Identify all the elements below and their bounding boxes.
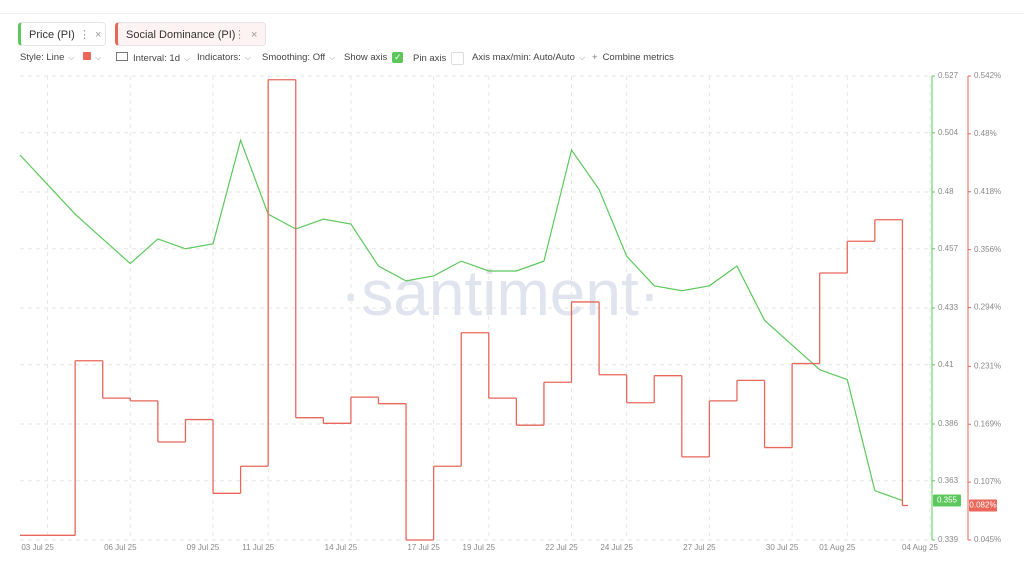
- color-select[interactable]: ⌵: [83, 52, 101, 63]
- y-tick-label: 0.41: [938, 360, 954, 369]
- y-tick-label: 0.527: [938, 71, 959, 80]
- label: Smoothing: Off: [262, 52, 326, 63]
- indicators-select[interactable]: Indicators: ⌵: [197, 52, 251, 63]
- axis-minmax-select[interactable]: Axis max/min: Auto/Auto ⌵: [472, 52, 586, 63]
- y-tick-label: 0.504: [938, 128, 959, 137]
- tab-label: Social Dominance (PI): [126, 29, 236, 41]
- x-tick-label: 24 Jul 25: [600, 543, 633, 552]
- y-tick-label: 0.457: [938, 244, 959, 253]
- interval-select[interactable]: Interval: 1d ⌵: [116, 52, 190, 64]
- x-tick-label: 03 Jul 25: [21, 543, 54, 552]
- x-tick-label: 04 Aug 25: [902, 543, 939, 552]
- y2-tick-label: 0.294%: [974, 303, 1001, 312]
- y2-tick-label: 0.542%: [974, 71, 1001, 80]
- x-tick-label: 14 Jul 25: [325, 543, 358, 552]
- tab[interactable]: Social Dominance (PI) ⋮ ×: [115, 22, 266, 46]
- y-tick-label: 0.433: [938, 303, 959, 312]
- pin-axis-toggle[interactable]: Pin axis: [413, 52, 465, 65]
- value-badge-label: 0.082%: [969, 501, 996, 510]
- x-tick-label: 06 Jul 25: [104, 543, 137, 552]
- tab-label: Price (PI): [29, 29, 75, 41]
- label: Show axis: [344, 52, 388, 64]
- y2-tick-label: 0.045%: [974, 535, 1001, 544]
- x-tick-label: 01 Aug 25: [819, 543, 856, 552]
- y-tick-label: 0.339: [938, 535, 959, 544]
- x-tick-label: 22 Jul 25: [545, 543, 578, 552]
- y2-tick-label: 0.418%: [974, 187, 1001, 196]
- tab[interactable]: Price (PI) ⋮ ×: [18, 22, 106, 46]
- x-tick-label: 17 Jul 25: [407, 543, 440, 552]
- show-axis-toggle[interactable]: Show axis ✓: [344, 52, 404, 64]
- label: Combine metrics: [602, 52, 674, 63]
- label: Style: Line: [20, 52, 65, 63]
- label: Pin axis: [413, 53, 447, 65]
- value-badge-label: 0.355: [937, 496, 958, 505]
- watermark: ·santiment·: [340, 257, 660, 329]
- value-badge: [933, 494, 961, 507]
- label: Axis max/min: Auto/Auto: [472, 52, 575, 63]
- y2-tick-label: 0.107%: [974, 477, 1001, 486]
- y2-tick-label: 0.169%: [974, 419, 1001, 428]
- y2-tick-label: 0.356%: [974, 245, 1001, 254]
- smoothing-select[interactable]: Smoothing: Off ⌵: [262, 52, 336, 63]
- style-select[interactable]: Style: Line ⌵: [20, 52, 75, 63]
- value-badge: [969, 499, 997, 512]
- y-tick-label: 0.48: [938, 187, 954, 196]
- price-line: [19, 138, 903, 502]
- combine-metrics[interactable]: + Combine metrics: [592, 52, 674, 63]
- x-tick-label: 27 Jul 25: [683, 543, 716, 552]
- x-tick-label: 09 Jul 25: [187, 543, 220, 552]
- x-tick-label: 11 Jul 25: [242, 543, 274, 552]
- x-tick-label: 19 Jul 25: [463, 543, 496, 552]
- label: Interval: 1d: [133, 53, 180, 64]
- label: Indicators:: [197, 52, 241, 63]
- y2-tick-label: 0.48%: [974, 129, 997, 138]
- y-tick-label: 0.386: [938, 419, 959, 428]
- y2-tick-label: 0.231%: [974, 361, 1001, 370]
- y-tick-label: 0.363: [938, 476, 959, 485]
- divider: [0, 13, 1024, 14]
- x-tick-label: 30 Jul 25: [766, 543, 799, 552]
